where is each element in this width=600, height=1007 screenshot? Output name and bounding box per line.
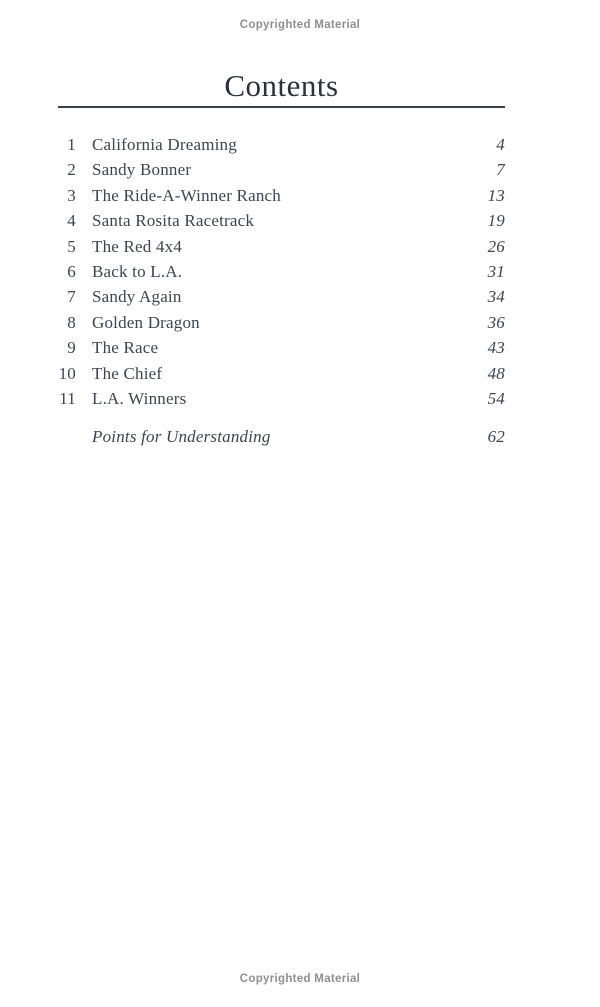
- copyright-notice-bottom: Copyrighted Material: [239, 973, 361, 985]
- chapter-title: The Chief: [92, 363, 163, 383]
- toc-row: 1 California Dreaming 4: [58, 132, 505, 157]
- chapter-title: The Race: [92, 338, 159, 358]
- contents-list: 1 California Dreaming 4 2 Sandy Bonner 7…: [58, 132, 505, 450]
- toc-row: 7 Sandy Again 34: [58, 284, 505, 309]
- chapter-page-number: 19: [487, 211, 505, 231]
- chapter-title: Golden Dragon: [92, 312, 200, 332]
- toc-row: 8 Golden Dragon 36: [58, 310, 505, 335]
- chapter-page-number: 7: [496, 160, 505, 180]
- chapter-title: Sandy Bonner: [92, 160, 192, 180]
- toc-row: 11 L.A. Winners 54: [58, 386, 505, 411]
- chapter-title: L.A. Winners: [92, 388, 187, 408]
- chapter-title: Back to L.A.: [92, 261, 183, 281]
- page-title: Contents: [224, 68, 339, 103]
- chapter-page-number: 31: [487, 261, 505, 281]
- chapter-number: 2: [67, 160, 76, 180]
- title-rule: [58, 106, 505, 108]
- chapter-number: 5: [67, 236, 76, 256]
- toc-row: 3 The Ride-A-Winner Ranch 13: [58, 183, 505, 208]
- chapter-title: California Dreaming: [92, 135, 237, 154]
- chapter-number: 11: [59, 388, 76, 408]
- chapter-page-number: 34: [487, 287, 505, 307]
- chapter-page-number: 48: [487, 363, 505, 383]
- chapter-number: 6: [67, 261, 76, 281]
- chapter-page-number: 43: [487, 338, 505, 358]
- chapter-page-number: 36: [487, 312, 505, 332]
- chapter-number: 9: [67, 338, 76, 358]
- toc-row: 5 The Red 4x4 26: [58, 234, 505, 259]
- chapter-number: 10: [58, 363, 76, 383]
- toc-row: 6 Back to L.A. 31: [58, 259, 505, 284]
- chapter-page-number: 26: [487, 236, 505, 256]
- chapter-title: The Red 4x4: [92, 236, 183, 256]
- chapter-number: 7: [67, 287, 76, 307]
- chapter-page-number: 13: [487, 185, 505, 205]
- chapter-number: 3: [67, 185, 76, 205]
- chapter-number: 8: [67, 312, 76, 332]
- toc-row: 9 The Race 43: [58, 335, 505, 360]
- toc-row: Points for Understanding 62: [58, 424, 505, 449]
- chapter-title: Points for Understanding: [92, 427, 271, 447]
- chapter-number: 1: [67, 135, 76, 154]
- toc-row: 4 Santa Rosita Racetrack 19: [58, 208, 505, 233]
- chapter-page-number: 4: [496, 135, 505, 154]
- chapter-number: 4: [67, 211, 76, 231]
- chapter-title: Santa Rosita Racetrack: [92, 211, 255, 231]
- chapter-page-number: 54: [487, 388, 505, 408]
- chapter-title: Sandy Again: [92, 287, 182, 307]
- toc-row: 10 The Chief 48: [58, 361, 505, 386]
- toc-row: 2 Sandy Bonner 7: [58, 157, 505, 182]
- chapter-title: The Ride-A-Winner Ranch: [92, 185, 281, 205]
- copyright-notice-top: Copyrighted Material: [239, 19, 361, 31]
- chapter-page-number: 62: [487, 427, 505, 447]
